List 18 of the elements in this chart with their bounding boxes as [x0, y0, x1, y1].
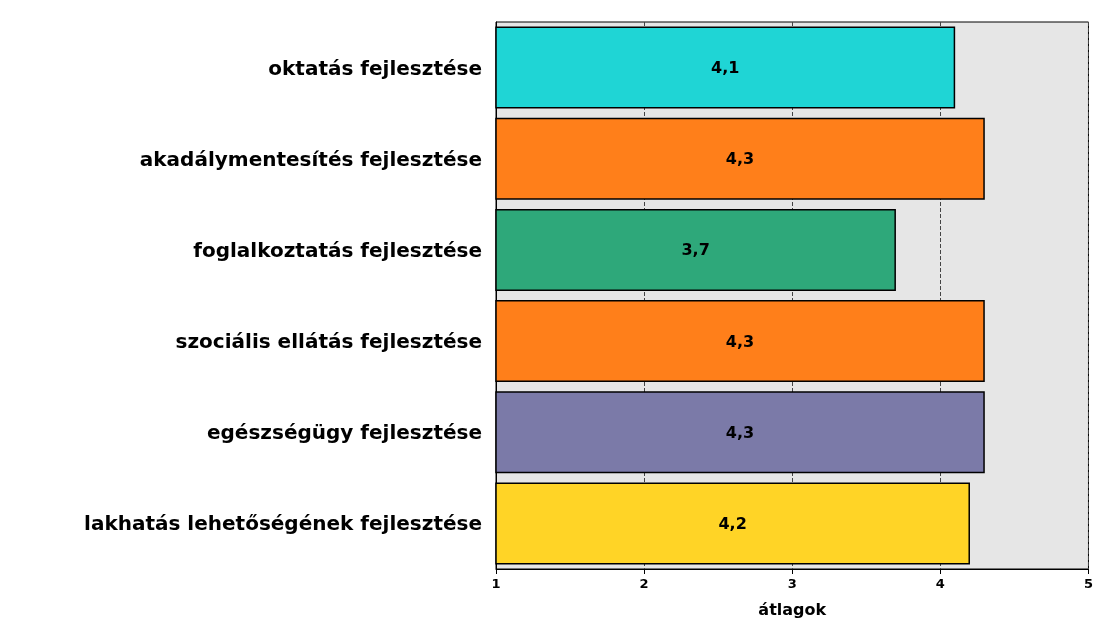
y-tick-label: foglalkoztatás fejlesztése — [193, 237, 482, 262]
y-tick-label: oktatás fejlesztése — [268, 55, 482, 80]
y-tick-label: lakhatás lehetőségének fejlesztése — [84, 511, 482, 536]
data-label: 4,3 — [725, 422, 755, 442]
data-label: 4,3 — [725, 149, 755, 169]
y-tick-label: szociális ellátás fejlesztése — [175, 329, 482, 354]
x-tick-label: 4 — [935, 576, 945, 591]
x-tick-label: 5 — [1083, 576, 1093, 591]
data-label: 3,7 — [681, 240, 710, 260]
x-tick-label: 1 — [491, 576, 501, 591]
data-label: 4,1 — [711, 58, 740, 78]
y-tick-label: akadálymentesítés fejlesztése — [139, 146, 482, 171]
x-tick-label: 3 — [787, 576, 797, 591]
y-tick-label: egészségügy fejlesztése — [206, 420, 482, 445]
data-label: 4,3 — [725, 331, 755, 351]
x-tick-label: 2 — [639, 576, 649, 591]
x-axis-title: átlagok — [758, 599, 827, 619]
data-label: 4,2 — [718, 513, 747, 533]
